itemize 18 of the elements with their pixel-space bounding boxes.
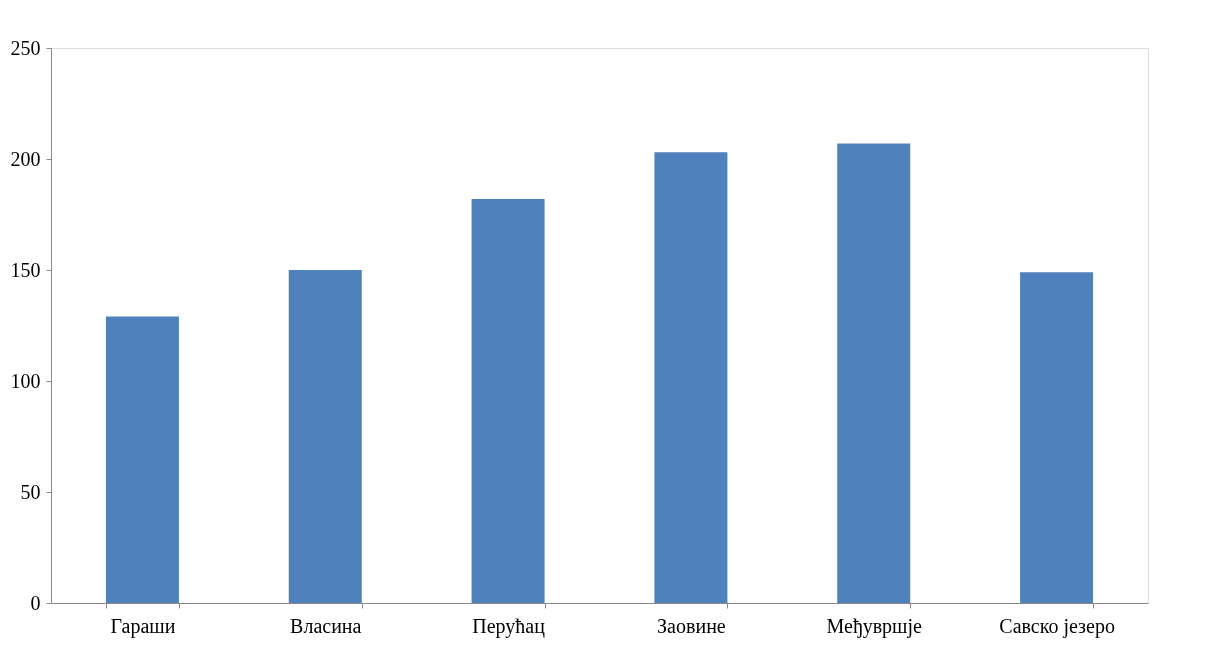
x-tick-label: Савско језеро bbox=[999, 614, 1115, 638]
x-tick-label: Међувршје bbox=[826, 614, 923, 638]
bar bbox=[105, 316, 179, 603]
bar bbox=[654, 152, 728, 603]
x-tick-label: Гараши bbox=[110, 614, 176, 638]
x-tick-label: Заовине bbox=[657, 614, 726, 637]
y-tick-label: 150 bbox=[10, 258, 41, 281]
bar bbox=[1020, 272, 1094, 603]
x-tick-label: Перућац bbox=[472, 614, 546, 638]
y-tick-label: 100 bbox=[10, 369, 41, 392]
y-tick-label: 250 bbox=[10, 36, 41, 59]
bar bbox=[288, 270, 362, 603]
x-tick-label: Власина bbox=[290, 614, 362, 637]
y-tick-label: 200 bbox=[10, 147, 41, 170]
bar bbox=[471, 198, 545, 603]
y-tick-label: 50 bbox=[20, 480, 41, 503]
y-tick-label: 0 bbox=[30, 591, 41, 614]
bar bbox=[837, 143, 911, 603]
